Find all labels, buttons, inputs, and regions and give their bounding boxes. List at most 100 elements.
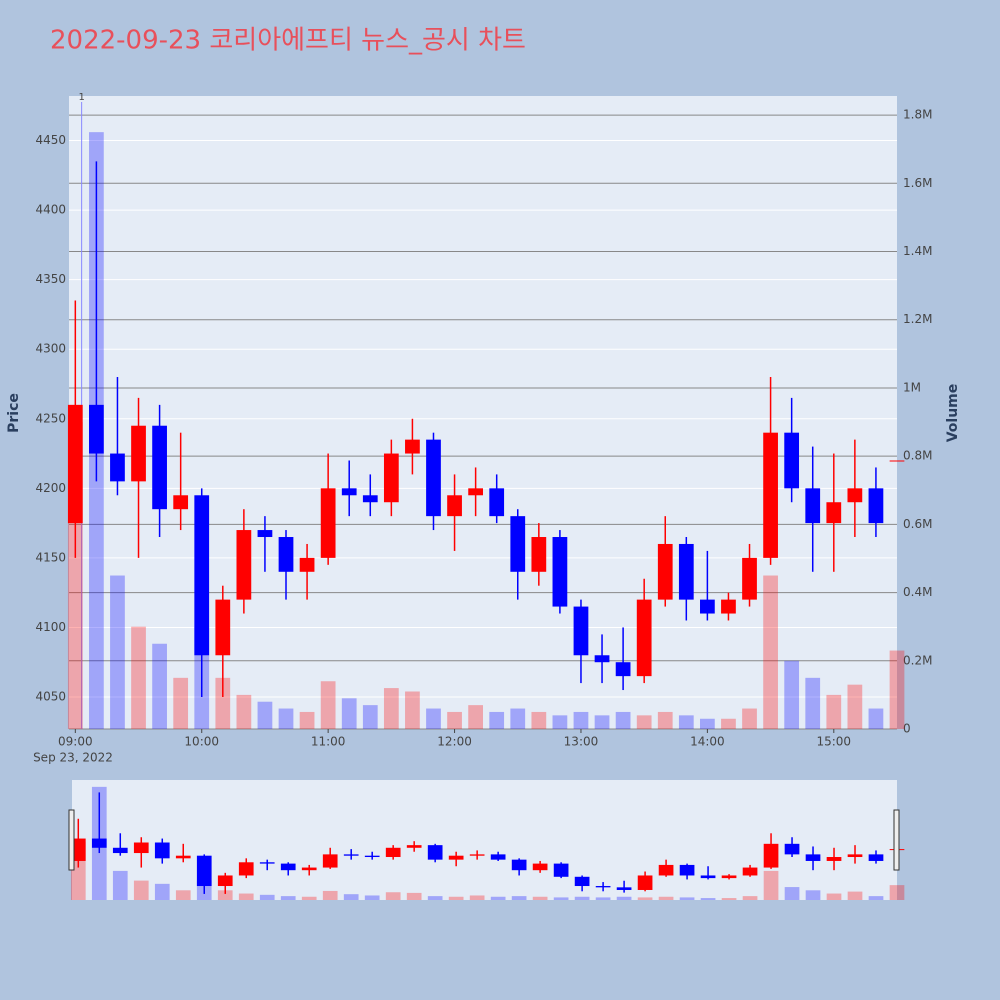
y2-tick-label: 1.8M (903, 108, 932, 122)
candle-body (131, 425, 146, 482)
candle-body (742, 867, 758, 876)
candle-body (594, 655, 610, 663)
candle-body (784, 432, 800, 489)
volume-bar (469, 895, 485, 900)
candle-body (826, 502, 842, 524)
candle-body (469, 854, 485, 856)
volume-bar (742, 708, 757, 729)
volume-bar (490, 896, 506, 900)
candle-body (301, 867, 317, 871)
candle-body (320, 488, 336, 558)
volume-bar (678, 715, 694, 729)
candle-body (238, 862, 254, 876)
volume-bar (236, 694, 252, 729)
volume-bar (426, 708, 441, 729)
volume-bar (700, 718, 715, 729)
volume-bar (868, 708, 884, 729)
x-tick-label: 11:00 (311, 735, 346, 749)
y-tick-label: 4100 (35, 620, 66, 634)
y-tick-label: 4350 (35, 272, 66, 286)
y-tick-label: 4300 (35, 342, 66, 356)
candle-body (700, 875, 716, 879)
candle-body (532, 863, 548, 871)
candle-body (194, 495, 210, 656)
candle-body (278, 537, 294, 572)
candle-body (383, 453, 399, 503)
candle-body (67, 404, 83, 524)
volume-bar (594, 715, 610, 729)
rangeslider-handle (68, 809, 75, 871)
y-tick-label: 4150 (35, 550, 66, 564)
volume-bar (427, 896, 443, 900)
candle-body (679, 864, 695, 876)
x-tick-label: 14:00 (690, 735, 725, 749)
candle-body (152, 425, 167, 510)
volume-bar (406, 892, 422, 900)
y2-tick-label: 0.8M (903, 449, 932, 463)
candle-body (133, 842, 149, 854)
volume-bar (826, 694, 842, 729)
candle-body (299, 557, 315, 572)
candle-body (490, 854, 506, 860)
volume-bar (320, 681, 336, 729)
volume-bar (784, 887, 800, 900)
annotation-label: 1 (78, 92, 84, 103)
volume-bar (238, 893, 254, 900)
volume-bar (552, 715, 568, 729)
volume-bar (217, 890, 233, 900)
volume-bar (615, 711, 631, 729)
candle-body (763, 843, 779, 868)
candle-body (553, 863, 569, 877)
volume-bar (280, 896, 296, 900)
volume-bar (636, 715, 652, 729)
volume-bar (175, 890, 191, 900)
y2-tick-label: 1.6M (903, 176, 932, 190)
candle-body (110, 453, 125, 482)
volume-bar (573, 711, 589, 729)
volume-bar (889, 650, 905, 729)
volume-bar (133, 880, 149, 900)
volume-bar (847, 684, 863, 729)
chart-title: 2022-09-23 코리아에프티 뉴스_공시 차트 (50, 26, 526, 56)
volume-bar (154, 883, 170, 900)
y2-tick-label: 1.4M (903, 244, 932, 258)
volume-bar (278, 708, 294, 729)
y-axis-title: Price (6, 393, 22, 433)
volume-bar (385, 892, 401, 900)
volume-bar (637, 897, 653, 900)
volume-bar (658, 896, 674, 900)
volume-bar (679, 897, 695, 900)
candle-body (805, 488, 821, 524)
volume-bar (341, 698, 357, 729)
candle-body (574, 876, 590, 887)
y-tick-label: 4200 (35, 481, 66, 495)
volume-bar (763, 870, 779, 900)
candle-body (196, 855, 212, 887)
candle-body (217, 875, 233, 887)
volume-bar (574, 896, 590, 900)
candle-body (70, 838, 86, 861)
candle-body (364, 855, 380, 858)
volume-bar (299, 711, 315, 729)
volume-bar (721, 898, 737, 900)
rangeslider-handle (893, 809, 900, 871)
y2-tick-label: 1.2M (903, 312, 932, 326)
volume-bar (511, 896, 527, 900)
candle-body (362, 495, 378, 503)
candle-body (173, 495, 189, 510)
volume-bar (110, 575, 125, 729)
volume-bar (721, 718, 736, 729)
candle-body (385, 847, 401, 858)
candle-body (847, 488, 863, 503)
candle-body (427, 845, 443, 860)
volume-bar (784, 660, 800, 729)
volume-bar (510, 708, 526, 729)
candle-body (405, 439, 420, 454)
y-tick-label: 4250 (35, 411, 66, 425)
volume-bar (805, 890, 821, 900)
candle-body (847, 854, 863, 858)
y-tick-label: 4400 (35, 203, 66, 217)
y2-tick-label: 0.6M (903, 517, 932, 531)
candle-body (615, 662, 631, 677)
candle-body (573, 606, 589, 656)
